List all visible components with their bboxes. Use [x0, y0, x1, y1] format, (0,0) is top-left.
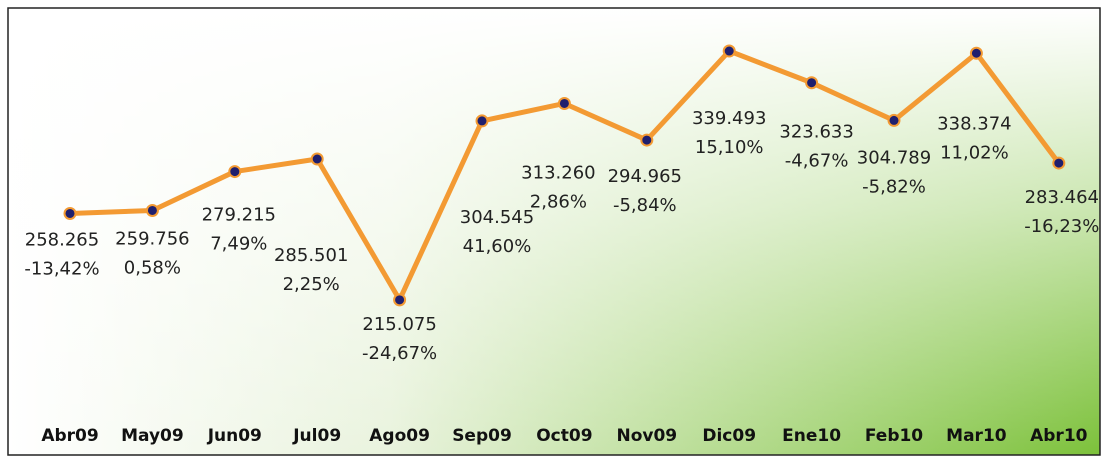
- percent-label: 11,02%: [940, 142, 1009, 163]
- value-label: 304.789: [857, 147, 931, 168]
- marker: [557, 96, 571, 110]
- x-tick-label: Sep09: [452, 426, 512, 446]
- marker: [969, 46, 983, 60]
- frame: [7, 7, 1101, 456]
- percent-label: 41,60%: [463, 236, 532, 257]
- percent-label: -4,67%: [785, 151, 849, 172]
- marker: [228, 165, 242, 179]
- value-label: 259.756: [115, 228, 189, 249]
- value-label: 285.501: [274, 245, 348, 266]
- x-tick-label: Feb10: [865, 426, 923, 446]
- x-tick-label: Dic09: [702, 426, 756, 446]
- percent-label: 7,49%: [210, 234, 267, 255]
- marker: [310, 152, 324, 166]
- x-tick-label: Oct09: [536, 426, 592, 446]
- percent-label: -13,42%: [24, 258, 99, 279]
- marker: [722, 44, 736, 58]
- percent-label: -5,84%: [613, 195, 677, 216]
- marker: [887, 113, 901, 127]
- marker: [640, 133, 654, 147]
- percent-label: 15,10%: [695, 137, 764, 158]
- x-tick-label: Ago09: [369, 426, 430, 446]
- value-label: 313.260: [521, 162, 595, 183]
- x-tick-label: May09: [121, 426, 184, 446]
- marker: [145, 203, 159, 217]
- x-tick-label: Jul09: [292, 426, 341, 446]
- x-tick-label: Jun09: [207, 426, 262, 446]
- x-tick-label: Abr10: [1030, 426, 1088, 446]
- background-fade: [8, 8, 1100, 455]
- x-tick-label: Abr09: [41, 426, 98, 446]
- percent-label: -16,23%: [1024, 216, 1099, 237]
- value-label: 215.075: [362, 314, 436, 335]
- percent-label: 2,86%: [530, 191, 587, 212]
- marker: [475, 114, 489, 128]
- value-label: 304.545: [460, 207, 534, 228]
- x-tick-label: Ene10: [782, 426, 841, 446]
- value-label: 338.374: [937, 113, 1011, 134]
- marker: [63, 206, 77, 220]
- percent-label: 2,25%: [283, 274, 340, 295]
- value-label: 294.965: [608, 166, 682, 187]
- marker: [393, 293, 407, 307]
- x-tick-label: Mar10: [946, 426, 1007, 446]
- marker: [1052, 156, 1066, 170]
- percent-label: 0,58%: [124, 257, 181, 278]
- value-label: 339.493: [692, 108, 766, 129]
- value-label: 323.633: [779, 122, 853, 143]
- percent-label: -24,67%: [362, 343, 437, 364]
- value-label: 258.265: [25, 229, 99, 250]
- value-label: 283.464: [1025, 187, 1099, 208]
- percent-label: -5,82%: [862, 176, 926, 197]
- value-label: 279.215: [202, 205, 276, 226]
- x-tick-label: Nov09: [616, 426, 677, 446]
- marker: [805, 76, 819, 90]
